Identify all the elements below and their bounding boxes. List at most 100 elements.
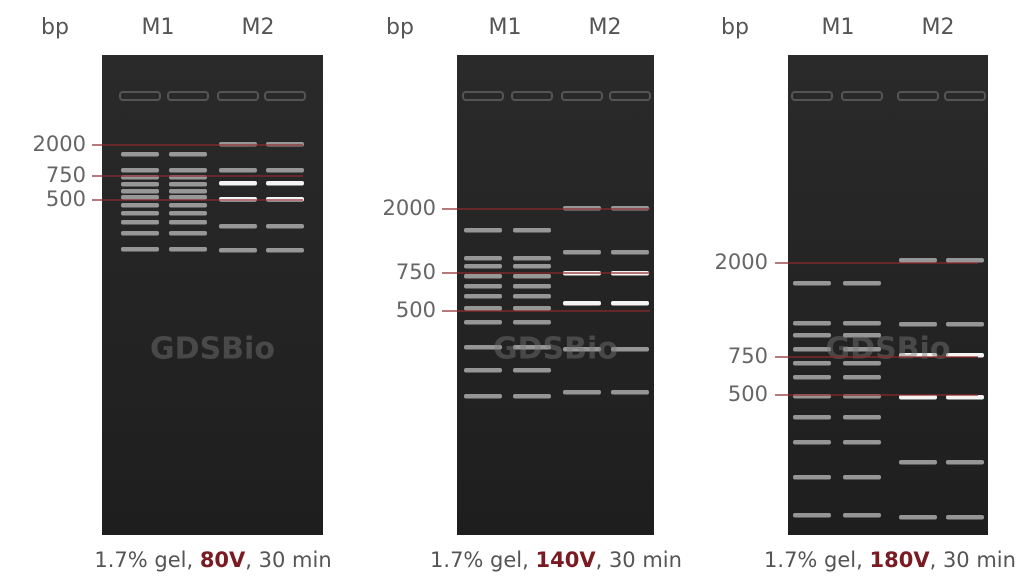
- band: [266, 224, 304, 229]
- band: [219, 248, 257, 253]
- gel: [102, 55, 323, 535]
- band: [464, 306, 502, 311]
- marker-label: 500: [728, 382, 768, 406]
- band: [121, 168, 159, 173]
- band: [266, 168, 304, 173]
- marker-label: 750: [46, 163, 86, 187]
- band: [464, 320, 502, 325]
- band: [169, 168, 207, 173]
- band: [793, 333, 831, 338]
- band: [169, 247, 207, 252]
- caption-prefix: 1.7% gel,: [764, 548, 869, 572]
- band: [464, 345, 502, 350]
- band: [563, 347, 601, 352]
- band: [563, 390, 601, 395]
- unit-label: bp: [721, 15, 749, 40]
- band: [843, 513, 881, 518]
- band: [464, 264, 502, 269]
- caption-suffix: , 30 min: [930, 548, 1016, 572]
- well: [561, 91, 603, 101]
- band: [266, 197, 304, 202]
- well: [264, 91, 306, 101]
- well: [609, 91, 651, 101]
- caption-suffix: , 30 min: [245, 548, 331, 572]
- caption-prefix: 1.7% gel,: [430, 548, 535, 572]
- band: [169, 195, 207, 200]
- band: [611, 347, 649, 352]
- band: [169, 203, 207, 208]
- band: [899, 460, 937, 465]
- lane-label: M1: [822, 15, 855, 40]
- watermark: GDSBio: [826, 332, 951, 367]
- band: [266, 181, 304, 186]
- band: [169, 231, 207, 236]
- caption-prefix: 1.7% gel,: [94, 548, 199, 572]
- band: [793, 347, 831, 352]
- band: [843, 415, 881, 420]
- band: [121, 220, 159, 225]
- band: [513, 345, 551, 350]
- band: [946, 322, 984, 327]
- band: [843, 281, 881, 286]
- caption-suffix: , 30 min: [596, 548, 682, 572]
- band: [464, 394, 502, 399]
- caption-voltage: 180V: [870, 548, 931, 572]
- unit-label: bp: [386, 15, 414, 40]
- band: [611, 301, 649, 306]
- band: [121, 211, 159, 216]
- band: [513, 228, 551, 233]
- caption: 1.7% gel, 80V, 30 min: [94, 548, 331, 572]
- band: [513, 294, 551, 299]
- well: [944, 91, 986, 101]
- band: [219, 168, 257, 173]
- band: [793, 321, 831, 326]
- band: [219, 142, 257, 147]
- gel-panel: GDSBio bp M1 M2 2000 750 500 1.7% gel, 140V, 30…: [383, 15, 682, 572]
- band: [513, 264, 551, 269]
- band: [899, 322, 937, 327]
- band: [464, 294, 502, 299]
- band: [513, 274, 551, 279]
- band: [513, 306, 551, 311]
- band: [899, 258, 937, 263]
- band: [121, 231, 159, 236]
- well: [511, 91, 553, 101]
- band: [169, 182, 207, 187]
- band: [121, 203, 159, 208]
- marker-label: 500: [46, 187, 86, 211]
- band: [563, 250, 601, 255]
- marker-label: 2000: [715, 250, 768, 274]
- band: [513, 256, 551, 261]
- band: [843, 440, 881, 445]
- band: [513, 368, 551, 373]
- caption-voltage: 140V: [536, 548, 597, 572]
- well: [217, 91, 259, 101]
- band: [169, 189, 207, 194]
- band: [793, 513, 831, 518]
- band: [899, 515, 937, 520]
- band: [611, 390, 649, 395]
- band: [793, 281, 831, 286]
- watermark: GDSBio: [150, 332, 275, 367]
- band: [464, 284, 502, 289]
- band: [946, 460, 984, 465]
- gel: [788, 55, 988, 535]
- band: [793, 375, 831, 380]
- lane-label: M1: [142, 15, 175, 40]
- band: [121, 195, 159, 200]
- band: [121, 182, 159, 187]
- band: [513, 284, 551, 289]
- well: [791, 91, 833, 101]
- band: [266, 248, 304, 253]
- band: [513, 320, 551, 325]
- caption: 1.7% gel, 180V, 30 min: [764, 548, 1016, 572]
- band: [946, 515, 984, 520]
- band: [513, 394, 551, 399]
- well: [462, 91, 504, 101]
- marker-label: 2000: [383, 196, 436, 220]
- band: [121, 189, 159, 194]
- lane-label: M2: [589, 15, 622, 40]
- band: [843, 321, 881, 326]
